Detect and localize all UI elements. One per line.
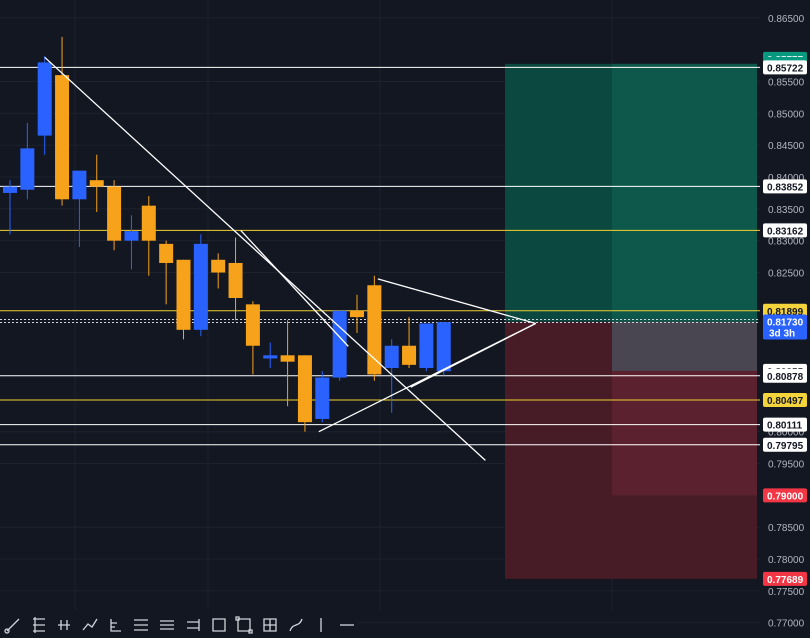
price-axis-tick-label: 0.84500 xyxy=(768,141,805,152)
parallel-channel-icon[interactable] xyxy=(156,614,178,636)
price-axis-tick-label: 0.85000 xyxy=(768,109,805,120)
price-axis-tick-label: 0.83500 xyxy=(768,205,805,216)
select-box-icon[interactable] xyxy=(233,614,255,636)
price-badge: 0.80878 xyxy=(767,372,804,383)
price-badge-bg xyxy=(763,571,807,586)
price-badge: 0.77689 xyxy=(767,575,804,586)
candle-up xyxy=(315,377,330,419)
rectangle-icon[interactable] xyxy=(208,614,230,636)
price-axis-tick-label: 0.78000 xyxy=(768,555,805,566)
trend-line xyxy=(410,322,537,388)
candle-up xyxy=(436,322,451,372)
candle-down xyxy=(55,75,70,200)
candle-up xyxy=(3,186,17,193)
price-badge: 0.81899 xyxy=(767,307,804,318)
path-icon[interactable] xyxy=(285,614,307,636)
price-axis-tick-label: 0.82500 xyxy=(768,269,805,280)
candle-down xyxy=(211,259,226,273)
price-badge-bg xyxy=(763,417,807,432)
price-badge: 0.83852 xyxy=(767,182,804,193)
drawing-toolbar xyxy=(0,611,358,638)
price-badge: 0.80497 xyxy=(767,396,804,407)
price-badge: 0.83162 xyxy=(767,226,804,237)
price-badge-bg xyxy=(763,437,807,452)
price-badge-bg xyxy=(763,179,807,194)
candle-up xyxy=(20,148,35,190)
vertical-line-icon[interactable] xyxy=(311,614,333,636)
fib-channel-icon[interactable] xyxy=(131,614,153,636)
price-badge-bg xyxy=(763,223,807,238)
price-axis-tick-label: 0.86500 xyxy=(768,14,805,25)
price-badge: 0.85722 xyxy=(767,63,804,74)
candle-up xyxy=(263,355,278,359)
candle-down xyxy=(89,180,104,187)
candle-down xyxy=(176,259,191,330)
trend-line xyxy=(44,56,486,461)
candle-up xyxy=(193,243,208,330)
price-axis-tick-label: 0.84000 xyxy=(768,173,805,184)
trend-line xyxy=(240,230,349,347)
price-badge: 0.79795 xyxy=(767,441,804,452)
price-axis-tick-label: 0.77500 xyxy=(768,587,805,598)
price-badge-bg xyxy=(763,303,807,318)
price-axis-tick-label: 0.77000 xyxy=(768,619,805,630)
price-axis-tick-label: 0.78500 xyxy=(768,523,805,534)
gann-icon[interactable] xyxy=(53,614,75,636)
current-price-badge-bg xyxy=(763,314,807,340)
price-badge-bg xyxy=(763,393,807,408)
measure-icon[interactable] xyxy=(182,614,204,636)
candle-up xyxy=(124,231,139,241)
price-axis-tick-label: 0.80000 xyxy=(768,428,805,439)
position-inner-loss-zone xyxy=(612,370,757,496)
candle-up xyxy=(384,345,399,369)
price-axis-tick-label: 0.85500 xyxy=(768,78,805,89)
candle-up xyxy=(72,170,87,200)
candle-down xyxy=(350,310,364,318)
candle-up xyxy=(419,323,434,369)
candle-up xyxy=(332,310,347,378)
candle-down xyxy=(228,262,243,298)
trend-line-icon[interactable] xyxy=(2,614,24,636)
candle-down xyxy=(280,355,295,362)
candle-down xyxy=(107,186,122,241)
price-axis-tick-label: 0.83000 xyxy=(768,237,805,248)
candle-down xyxy=(245,304,260,346)
price-badge-bg xyxy=(763,368,807,383)
price-badge: 0.79000 xyxy=(767,491,804,502)
countdown-label: 3d 3h xyxy=(769,329,795,340)
trend-line xyxy=(377,278,536,325)
candle-down xyxy=(402,345,417,365)
candle-down xyxy=(297,355,312,423)
price-badge: 0.80111 xyxy=(767,421,802,432)
price-badge-bg xyxy=(763,488,807,503)
polyline-icon[interactable] xyxy=(79,614,101,636)
position-entry-band xyxy=(612,321,757,371)
candle-down xyxy=(141,205,156,241)
pitchfork-icon[interactable] xyxy=(28,614,50,636)
cross-box-icon[interactable] xyxy=(259,614,281,636)
candle-down xyxy=(159,243,174,263)
candle-down xyxy=(367,285,382,375)
long-position-icon[interactable] xyxy=(105,614,127,636)
horizontal-ray-icon[interactable] xyxy=(336,614,358,636)
candle-up xyxy=(37,62,52,136)
current-price-label: 0.81730 xyxy=(767,318,804,329)
price-badge-bg xyxy=(763,60,807,75)
price-axis-tick-label: 0.79500 xyxy=(768,460,805,471)
